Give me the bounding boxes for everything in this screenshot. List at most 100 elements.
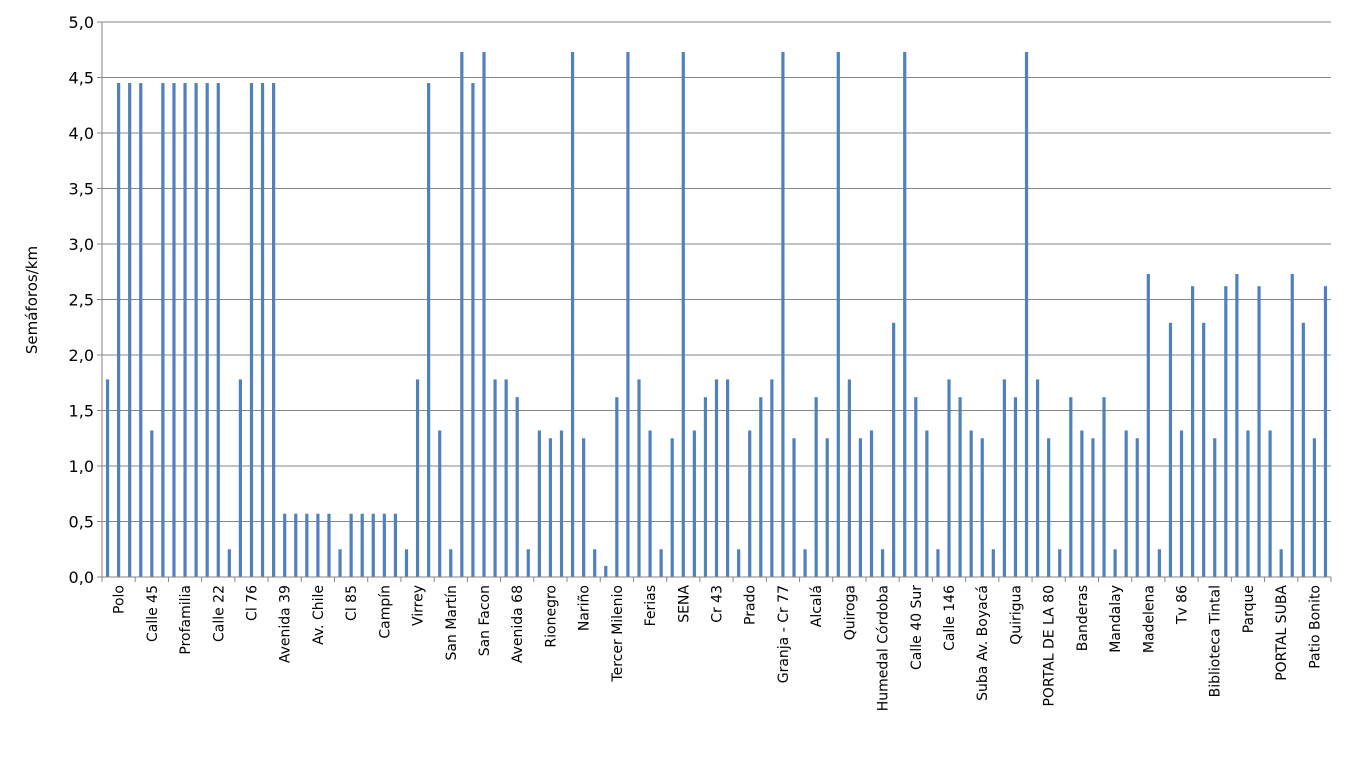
bar (958, 397, 962, 577)
bar (880, 549, 885, 577)
bar (327, 513, 331, 577)
bar (570, 51, 575, 578)
bar (1246, 430, 1250, 577)
bar (172, 83, 176, 578)
bar (349, 513, 353, 577)
bar (847, 379, 851, 577)
bar (283, 513, 287, 577)
bar (637, 379, 641, 577)
x-tick-label: Campín (377, 585, 393, 639)
x-tick-label: Quirigua (1008, 585, 1024, 645)
bar (438, 430, 442, 577)
y-tick-label: 2,5 (69, 291, 94, 310)
x-tick-label: Calle 45 (145, 585, 161, 642)
y-tick-label: 3,5 (69, 180, 94, 199)
bar (1312, 438, 1316, 577)
bar (1213, 438, 1217, 577)
bar (537, 430, 541, 577)
x-tick-label: Cl 76 (245, 585, 261, 621)
bar (526, 549, 530, 577)
x-tick-label: Avenida 68 (510, 585, 526, 663)
bar (427, 83, 431, 578)
y-tick-label: 4,0 (69, 124, 94, 143)
bar (1047, 438, 1051, 577)
bar (781, 51, 785, 578)
bar (1202, 322, 1206, 577)
bar (1091, 438, 1095, 577)
bar (1080, 430, 1084, 577)
x-tick-label: Polo (112, 585, 128, 614)
y-tick-label: 1,0 (69, 457, 94, 476)
x-tick-label: Calle 22 (211, 585, 227, 642)
bar (161, 83, 165, 578)
bar (504, 379, 508, 577)
bar (105, 379, 110, 577)
x-tick-label: Prado (743, 585, 759, 625)
bar (393, 513, 398, 577)
bar (936, 549, 940, 577)
x-tick-label: Profamilia (178, 585, 194, 655)
bar (903, 51, 907, 578)
bar (814, 397, 818, 577)
y-tick-label: 0,5 (69, 513, 94, 532)
bar (1135, 438, 1139, 577)
gridlines (102, 21, 1331, 522)
bar (947, 379, 951, 577)
bar (316, 513, 320, 577)
bar (1002, 379, 1006, 577)
bar (1179, 430, 1184, 577)
y-tick-label: 4,5 (69, 69, 94, 88)
x-tick-label: Biblioteca Tintal (1208, 585, 1224, 697)
bar (260, 83, 265, 578)
bar (238, 379, 243, 577)
bar (305, 513, 309, 577)
bar (117, 83, 121, 578)
bar (548, 438, 553, 577)
x-tick-label: Quiroga (842, 585, 858, 640)
x-tick-label: Patio Bonito (1307, 585, 1323, 669)
bar-series (105, 51, 1328, 578)
x-tick-label: PORTAL DE LA 80 (1042, 585, 1058, 707)
bar (216, 83, 220, 578)
x-tick-label: Cl 85 (344, 585, 360, 621)
bar (360, 513, 364, 577)
bar (183, 83, 187, 578)
bar (648, 430, 652, 577)
bar (139, 83, 143, 578)
x-tick-label: Calle 146 (942, 585, 958, 651)
y-axis-ticks: 0,0 0,5 1,0 1,5 2,0 2,5 3,0 3,5 4,0 4,5 5,0 (69, 13, 102, 587)
bar (737, 549, 741, 577)
bar (1323, 286, 1328, 577)
bar (1224, 286, 1228, 577)
bar (415, 379, 420, 577)
bar (825, 438, 829, 577)
bar (1024, 51, 1029, 578)
bar (692, 430, 696, 577)
bar (515, 397, 519, 577)
x-tick-label: Virrey (411, 585, 427, 626)
x-tick-label: Granja - Cr 77 (776, 585, 792, 683)
bar (1058, 549, 1062, 577)
bar (294, 513, 298, 577)
bar (249, 83, 254, 578)
x-tick-label: Tercer Milenio (610, 585, 626, 683)
bar (194, 83, 198, 578)
bar (128, 83, 132, 578)
bar (382, 513, 386, 577)
x-tick-label: San Martín (444, 585, 460, 660)
bar (404, 549, 409, 577)
bar (227, 549, 231, 577)
bar (792, 438, 796, 577)
bar (858, 438, 863, 577)
x-tick-label: Suba Av. Boyacá (975, 585, 991, 701)
bar (1157, 549, 1161, 577)
bar (471, 83, 475, 578)
bar (1235, 273, 1239, 577)
bar (615, 397, 619, 577)
axes (101, 22, 1331, 578)
bar (892, 322, 896, 577)
y-tick-label: 1,5 (69, 402, 94, 421)
bar (604, 565, 608, 577)
x-tick-label: Av. Chile (311, 585, 327, 645)
